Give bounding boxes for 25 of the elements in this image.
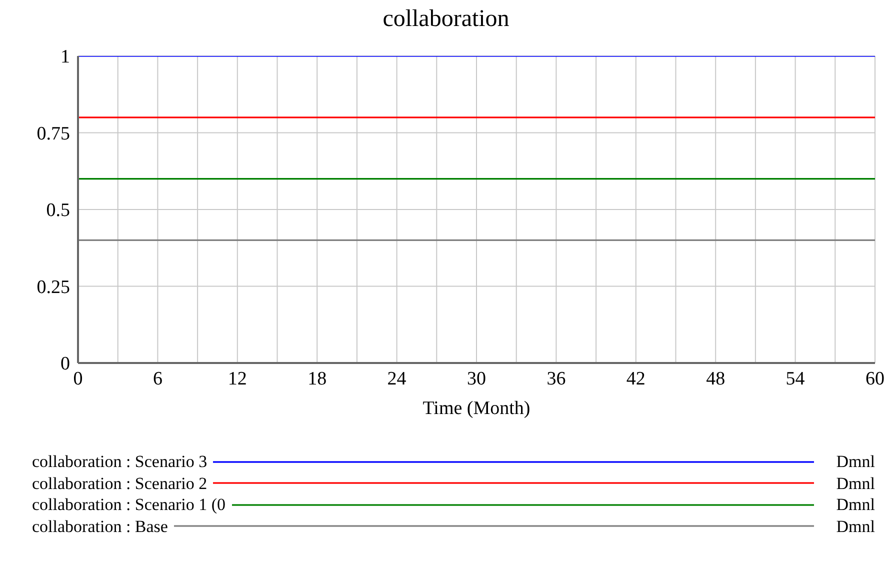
x-tick-label: 24 xyxy=(387,368,407,390)
x-axis-title: Time (Month) xyxy=(422,398,532,420)
x-tick-label: 54 xyxy=(786,368,806,390)
legend-label: collaboration : Scenario 3 xyxy=(32,451,208,472)
y-tick-label: 0.75 xyxy=(36,123,70,144)
y-tick-label: 1 xyxy=(60,46,70,68)
x-tick-label: 12 xyxy=(228,368,247,390)
text: Dmnl xyxy=(836,472,875,494)
x-tick-label: 18 xyxy=(308,368,327,390)
y-tick-label: 0.25 xyxy=(36,276,70,298)
chart-title: collaboration xyxy=(382,6,510,33)
x-tick-label: 6 xyxy=(152,368,162,390)
legend-label: collaboration : Scenario 1 (0 xyxy=(32,494,226,516)
x-tick-label: 48 xyxy=(706,368,726,390)
x-tick-label: 30 xyxy=(467,368,486,390)
x-tick-label: 60 xyxy=(866,368,884,390)
legend-label: collaboration : Base xyxy=(32,516,168,537)
text: Dmnl xyxy=(836,516,875,537)
y-tick-label: 0.5 xyxy=(46,200,70,222)
x-tick-label: 42 xyxy=(626,368,646,390)
x-tick-label: 36 xyxy=(546,368,566,390)
text: Dmnl xyxy=(836,494,875,516)
text: Dmnl xyxy=(836,451,875,472)
legend-label: collaboration : Scenario 2 xyxy=(32,472,208,494)
y-tick-label: 0 xyxy=(60,354,70,375)
